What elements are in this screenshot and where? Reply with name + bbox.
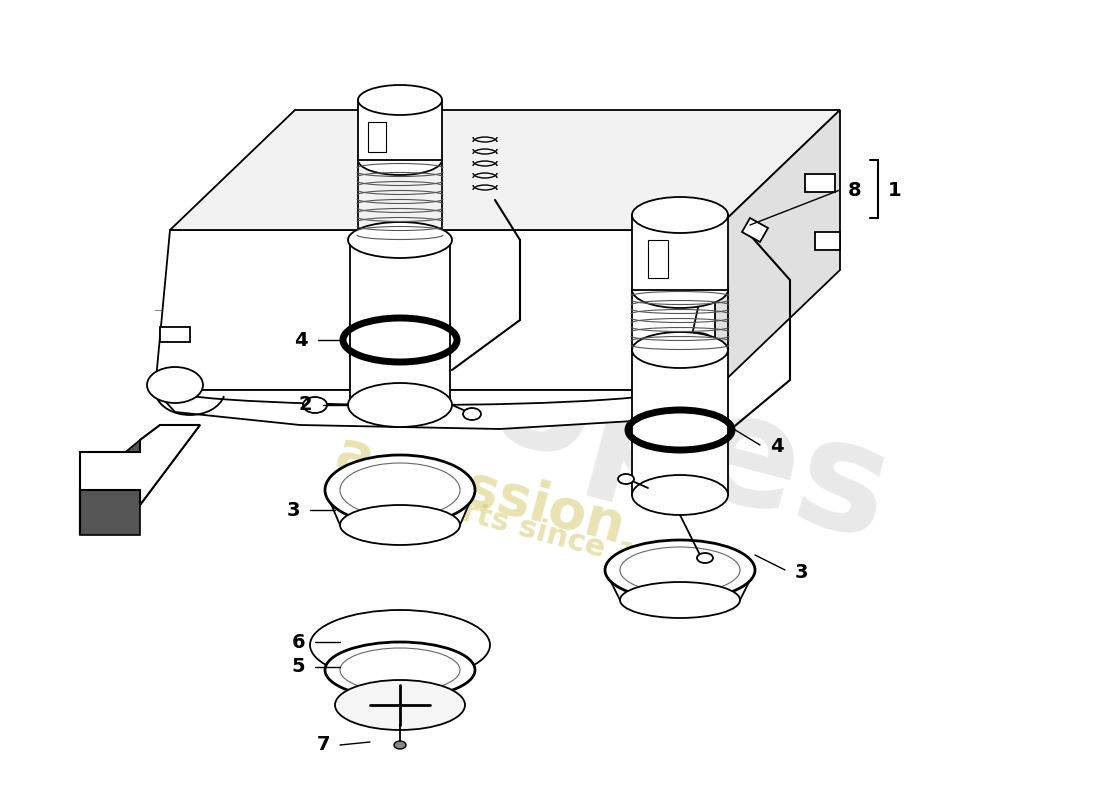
Ellipse shape [697, 553, 713, 563]
Ellipse shape [336, 680, 465, 730]
Ellipse shape [463, 408, 481, 420]
Text: 6: 6 [292, 633, 305, 651]
Ellipse shape [348, 383, 452, 427]
Ellipse shape [605, 540, 755, 600]
Ellipse shape [310, 610, 490, 680]
Ellipse shape [340, 648, 460, 692]
Ellipse shape [340, 505, 460, 545]
Text: 2: 2 [298, 395, 312, 414]
Text: 4: 4 [770, 438, 783, 457]
Ellipse shape [632, 197, 728, 233]
Ellipse shape [358, 85, 442, 115]
Text: 3: 3 [286, 501, 300, 519]
Polygon shape [632, 350, 728, 495]
Text: 8: 8 [848, 181, 861, 199]
Polygon shape [80, 425, 200, 535]
Ellipse shape [632, 332, 728, 368]
Ellipse shape [620, 582, 740, 618]
Text: for parts since 1985: for parts since 1985 [360, 471, 701, 589]
Text: europes: europes [195, 248, 905, 572]
Polygon shape [632, 215, 728, 290]
Ellipse shape [324, 455, 475, 525]
Polygon shape [715, 110, 840, 390]
Text: 5: 5 [292, 658, 305, 677]
Polygon shape [742, 218, 768, 242]
Polygon shape [155, 230, 715, 390]
Polygon shape [170, 110, 840, 230]
Polygon shape [324, 490, 475, 525]
Ellipse shape [340, 463, 460, 517]
Ellipse shape [324, 642, 475, 698]
Text: a passion: a passion [330, 426, 630, 554]
Polygon shape [358, 100, 442, 160]
Ellipse shape [620, 547, 740, 593]
Ellipse shape [632, 272, 728, 308]
Ellipse shape [147, 367, 204, 403]
Polygon shape [350, 240, 450, 405]
Bar [648, 240, 668, 278]
Ellipse shape [680, 333, 716, 357]
Ellipse shape [632, 475, 728, 515]
Ellipse shape [618, 474, 634, 484]
Ellipse shape [402, 143, 438, 167]
Polygon shape [605, 570, 755, 600]
Bar [805, 174, 835, 192]
Polygon shape [80, 425, 200, 535]
Text: 4: 4 [295, 330, 308, 350]
Polygon shape [155, 390, 715, 429]
Text: 3: 3 [795, 562, 808, 582]
Bar [160, 327, 190, 342]
Ellipse shape [302, 397, 327, 413]
Ellipse shape [348, 222, 452, 258]
Ellipse shape [394, 741, 406, 749]
Bar [368, 122, 386, 152]
Bar [815, 232, 840, 250]
Text: 1: 1 [888, 181, 902, 199]
Ellipse shape [358, 145, 442, 175]
Text: 7: 7 [317, 735, 330, 754]
